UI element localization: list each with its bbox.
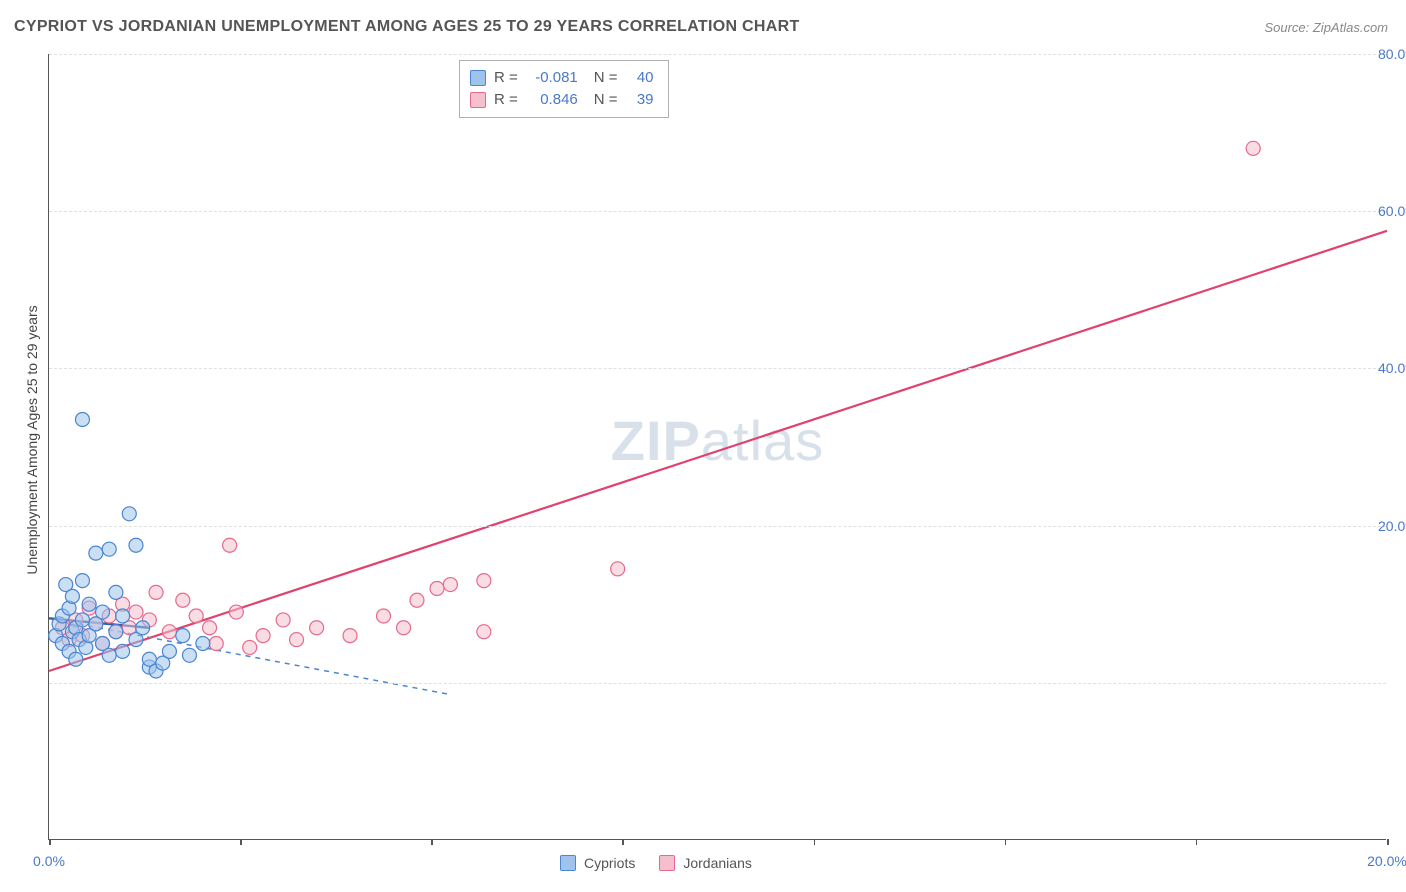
data-point (397, 621, 411, 635)
n-label: N = (594, 67, 618, 89)
data-point (611, 562, 625, 576)
data-point (116, 609, 130, 623)
data-point (129, 605, 143, 619)
data-point (430, 581, 444, 595)
data-point (410, 593, 424, 607)
correlation-legend: R = -0.081 N = 40 R = 0.846 N = 39 (459, 60, 669, 118)
data-point (176, 593, 190, 607)
data-point (109, 585, 123, 599)
data-point (162, 625, 176, 639)
data-point (189, 609, 203, 623)
data-point (96, 605, 110, 619)
legend-label-jordanians: Jordanians (683, 852, 752, 874)
data-point (343, 629, 357, 643)
data-point (162, 644, 176, 658)
data-point (477, 574, 491, 588)
data-point (182, 648, 196, 662)
regression-line (49, 231, 1387, 671)
data-point (82, 597, 96, 611)
data-point (290, 633, 304, 647)
data-point (310, 621, 324, 635)
data-point (149, 585, 163, 599)
swatch-cypriots (470, 70, 486, 86)
x-tick-mark (1387, 839, 1389, 845)
x-tick-mark (49, 839, 51, 845)
data-point (223, 538, 237, 552)
chart-container: CYPRIOT VS JORDANIAN UNEMPLOYMENT AMONG … (0, 0, 1406, 892)
x-tick-mark (622, 839, 624, 845)
y-tick-label: 80.0% (1378, 46, 1406, 62)
data-point (65, 589, 79, 603)
data-point (209, 637, 223, 651)
n-value-cypriots: 40 (626, 67, 654, 89)
legend-item-cypriots: Cypriots (560, 852, 635, 874)
plot-area: ZIPatlas R = -0.081 N = 40 R = 0.846 N =… (48, 54, 1386, 840)
data-point (256, 629, 270, 643)
data-point (102, 542, 116, 556)
x-tick-mark (1196, 839, 1198, 845)
data-point (89, 546, 103, 560)
x-tick-mark (431, 839, 433, 845)
data-point (176, 629, 190, 643)
n-value-jordanians: 39 (626, 89, 654, 111)
corr-row-cypriots: R = -0.081 N = 40 (470, 67, 654, 89)
swatch-jordanians (470, 92, 486, 108)
r-value-cypriots: -0.081 (526, 67, 578, 89)
data-point (75, 613, 89, 627)
data-point (69, 652, 83, 666)
chart-svg (49, 54, 1387, 840)
data-point (276, 613, 290, 627)
data-point (377, 609, 391, 623)
source-attribution: Source: ZipAtlas.com (1264, 20, 1388, 35)
x-tick-mark (814, 839, 816, 845)
x-tick-mark (240, 839, 242, 845)
legend-label-cypriots: Cypriots (584, 852, 635, 874)
x-tick-mark (1005, 839, 1007, 845)
r-label2: R = (494, 89, 518, 111)
r-label: R = (494, 67, 518, 89)
data-point (75, 574, 89, 588)
data-point (203, 621, 217, 635)
data-point (443, 578, 457, 592)
x-tick-label: 20.0% (1367, 853, 1406, 869)
data-point (75, 412, 89, 426)
y-tick-label: 40.0% (1378, 360, 1406, 376)
data-point (129, 538, 143, 552)
legend-swatch-cypriots (560, 855, 576, 871)
data-point (136, 621, 150, 635)
gridline (49, 368, 1386, 369)
data-point (477, 625, 491, 639)
data-point (102, 648, 116, 662)
x-tick-label: 0.0% (33, 853, 65, 869)
legend-item-jordanians: Jordanians (659, 852, 752, 874)
n-label2: N = (594, 89, 618, 111)
gridline (49, 526, 1386, 527)
chart-title: CYPRIOT VS JORDANIAN UNEMPLOYMENT AMONG … (14, 18, 800, 36)
y-tick-label: 60.0% (1378, 203, 1406, 219)
data-point (122, 507, 136, 521)
gridline (49, 683, 1386, 684)
y-axis-label: Unemployment Among Ages 25 to 29 years (24, 290, 40, 590)
bottom-legend: Cypriots Jordanians (560, 852, 752, 874)
data-point (1246, 141, 1260, 155)
data-point (243, 640, 257, 654)
gridline (49, 211, 1386, 212)
data-point (229, 605, 243, 619)
data-point (109, 625, 123, 639)
corr-row-jordanians: R = 0.846 N = 39 (470, 89, 654, 111)
legend-swatch-jordanians (659, 855, 675, 871)
gridline (49, 54, 1386, 55)
y-tick-label: 20.0% (1378, 518, 1406, 534)
data-point (116, 644, 130, 658)
data-point (196, 637, 210, 651)
r-value-jordanians: 0.846 (526, 89, 578, 111)
